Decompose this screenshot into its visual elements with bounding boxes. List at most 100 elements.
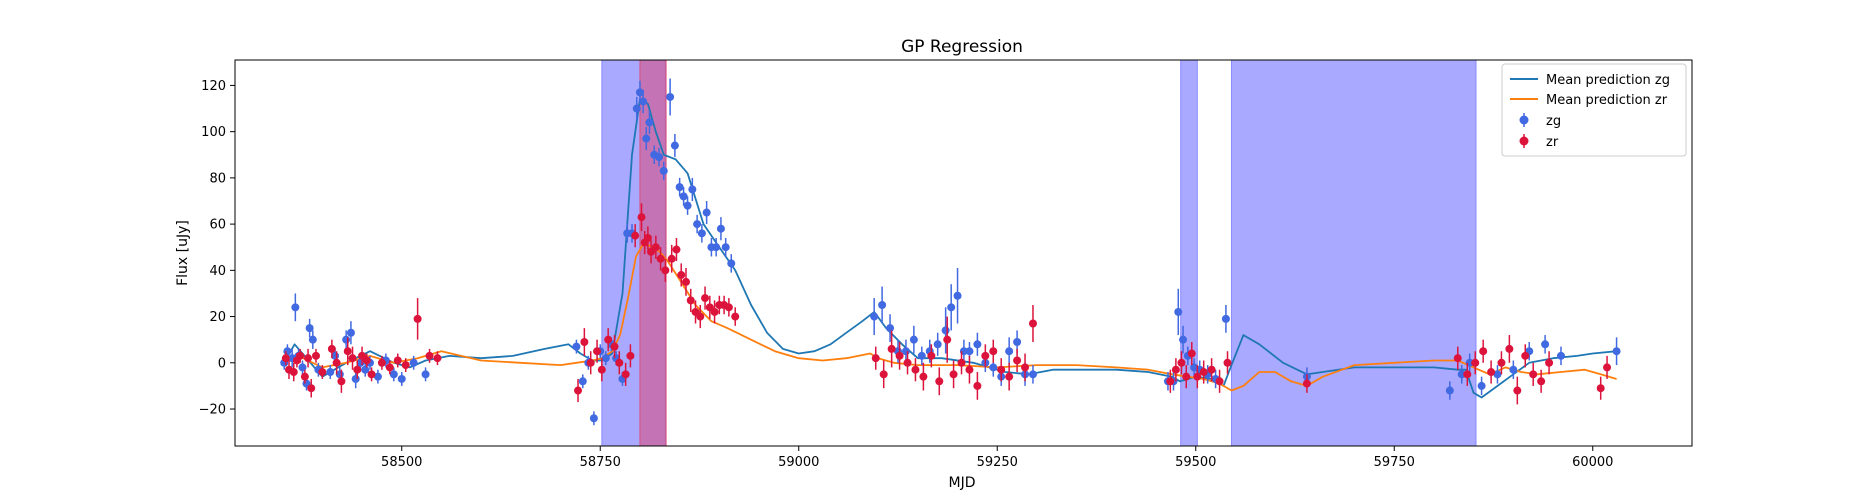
data-point-zg [1179,335,1188,344]
data-point-zr [637,213,646,222]
data-point-zr [610,342,619,351]
data-point-zg [933,340,942,349]
data-point-zr [433,354,442,363]
data-point-zr [686,296,695,305]
data-point-zr [1545,358,1554,367]
data-point-zr [731,312,740,321]
data-point-zr [1028,319,1037,328]
data-point-zr [332,358,341,367]
data-point-zr [989,347,998,356]
axes-frame [234,59,1693,447]
data-point-zr [1596,384,1605,393]
data-point-zr [631,231,640,240]
data-point-zr [949,370,958,379]
data-point-zg [291,303,300,312]
data-point-zg [727,259,736,268]
data-point-zr [1177,358,1186,367]
data-point-zr [973,381,982,390]
data-point-zr [307,384,316,393]
data-point-zg [697,229,706,238]
data-point-zr [943,335,952,344]
data-point-zr [318,368,327,377]
data-point-zg [389,370,398,379]
legend-label-mean-zg: Mean prediction zg [1546,73,1670,88]
legend-label-zr: zr [1546,135,1559,150]
data-point-zg [632,104,641,113]
data-point-zr [1199,368,1208,377]
data-point-zg [639,97,648,106]
x-tick-label: 59500 [1175,455,1216,470]
data-point-zr [413,314,422,323]
data-point-zr [621,370,630,379]
data-point-zg [941,326,950,335]
data-point-zr [701,294,710,303]
data-point-zr [1505,344,1514,353]
data-point-zg [645,118,654,127]
data-point-zg [870,312,879,321]
data-point-zg [572,342,581,351]
data-point-zr [586,358,595,367]
data-point-zg [659,166,668,175]
data-point-zr [304,354,313,363]
data-point-zr [311,351,320,360]
data-point-zg [298,363,307,372]
y-tick-label: 0 [218,356,226,371]
data-point-zg [965,347,974,356]
data-point-zg [973,340,982,349]
data-point-zr [661,266,670,275]
data-point-zr [681,277,690,286]
data-point-zr [377,358,386,367]
data-point-zr [651,243,660,252]
axes: 58500 58750 59000 59250 59500 59750 60000 −20 0 2… [199,79,1614,470]
data-point-zr [903,358,912,367]
data-point-zg [1005,347,1014,356]
data-point-zg [1221,314,1230,323]
data-point-zg [702,208,711,217]
data-point-zr [1513,386,1522,395]
legend-label-mean-zr: Mean prediction zr [1546,93,1668,108]
x-tick-label: 58500 [381,455,422,470]
data-point-zg [642,134,651,143]
data-point-zr [353,365,362,374]
data-point-zr [656,254,665,263]
data-point-zr [1005,372,1014,381]
data-point-zr [393,356,402,365]
data-point-zr [677,270,686,279]
data-point-zg [688,185,697,194]
data-point-zg [721,243,730,252]
data-point-zg [409,358,418,367]
data-point-zr [343,347,352,356]
data-point-zr [1453,354,1462,363]
legend-marker-zg [1519,115,1529,125]
data-point-zg [421,370,430,379]
data-point-zg [361,365,370,374]
data-point-zg [1509,365,1518,374]
data-point-zr [1171,365,1180,374]
data-point-zr [296,351,305,360]
data-point-zr [957,358,966,367]
data-point-zr [580,337,589,346]
data-point-zg [716,224,725,233]
data-point-zg [578,377,587,386]
data-point-zg [342,335,351,344]
y-tick-label: 100 [201,125,226,140]
series-line-zg [281,98,1617,399]
data-point-zg [1028,370,1037,379]
data-point-zr [1187,349,1196,358]
y-tick-label: 120 [201,79,226,94]
shaded-span-blue-3 [1230,60,1477,446]
data-point-zg [886,324,895,333]
data-point-zg [589,414,598,423]
data-point-zr [672,245,681,254]
data-point-zr [887,344,896,353]
data-point-zr [604,335,613,344]
data-point-zr [1463,370,1472,379]
data-point-zg [712,243,721,252]
data-point-zg [693,220,702,229]
y-tick-label: −20 [199,403,226,418]
data-point-zr [981,351,990,360]
data-point-zg [635,88,644,97]
data-point-zr [385,363,394,372]
data-point-zr [401,361,410,370]
